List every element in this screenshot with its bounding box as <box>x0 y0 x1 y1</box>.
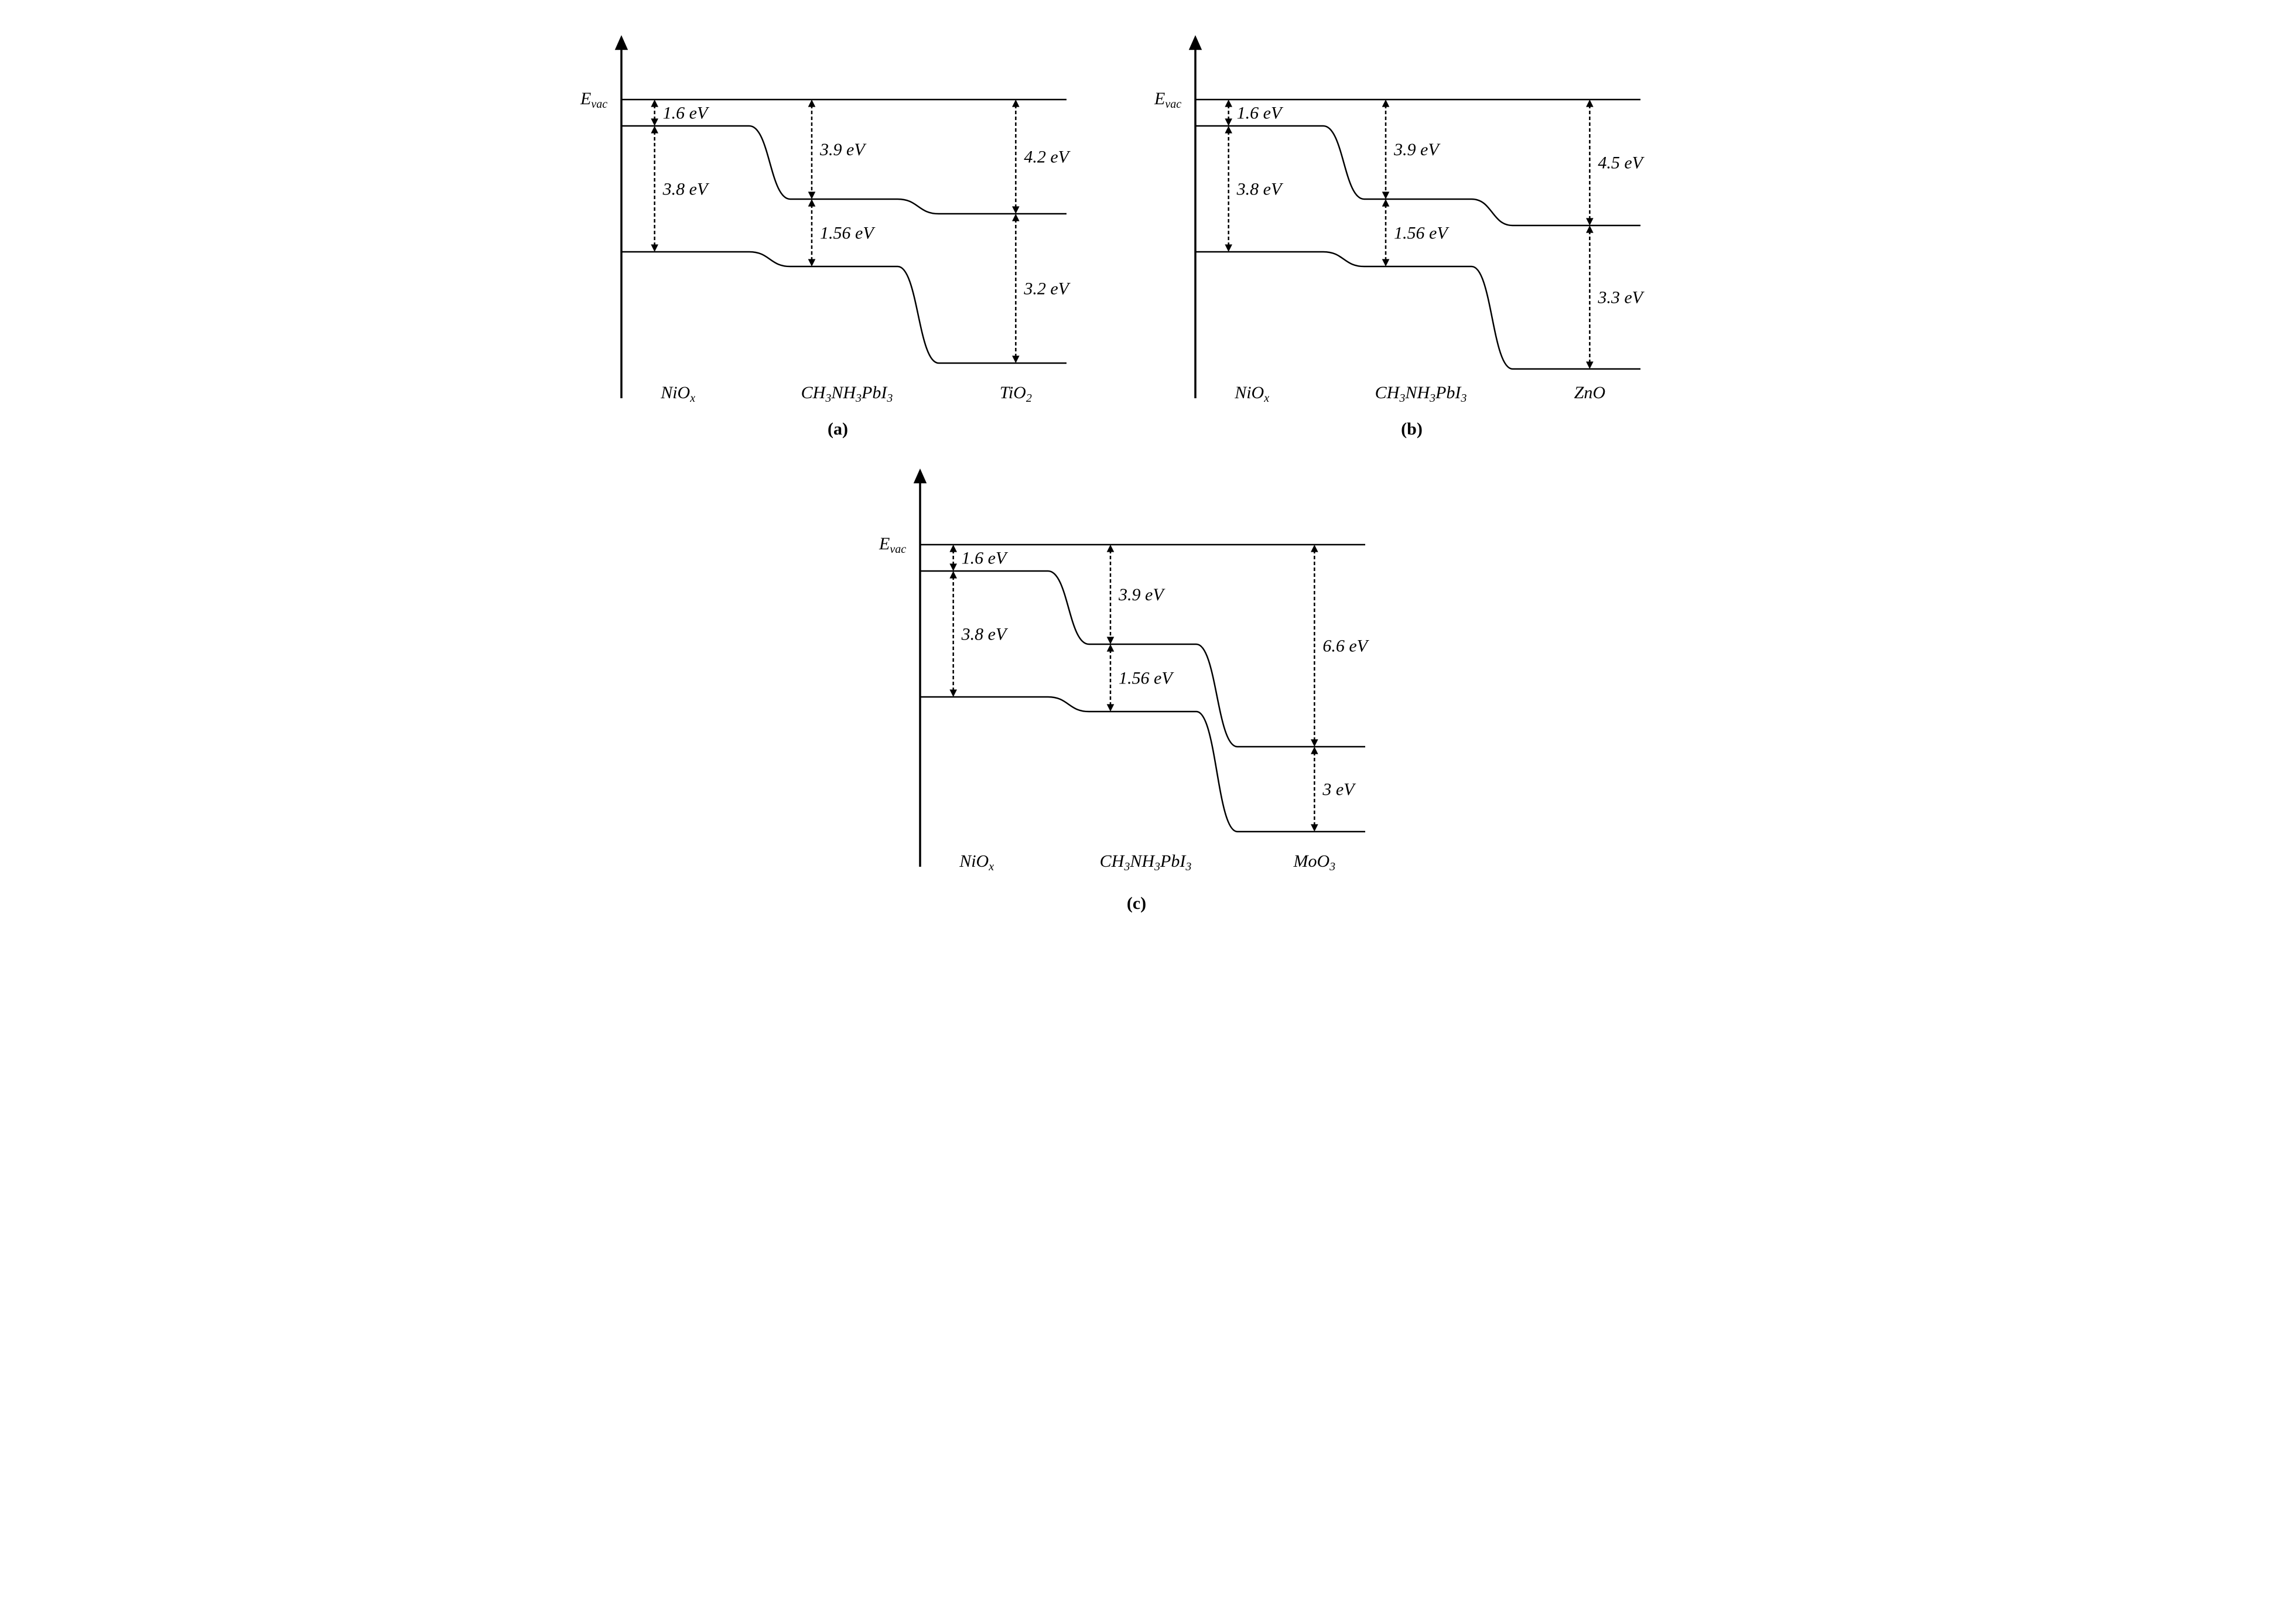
svg-text:6.6 eV: 6.6 eV <box>1322 637 1369 656</box>
panel-a-caption: (a) <box>575 419 1102 439</box>
svg-text:1.6 eV: 1.6 eV <box>662 104 709 123</box>
panel-c: Evac 1.6 eV 3.8 eV 3.9 eV 1.56 eV 6.6 eV 3 eV N… <box>873 457 1400 914</box>
svg-text:MoO3: MoO3 <box>1293 852 1335 873</box>
svg-text:CH3NH3PbI3: CH3NH3PbI3 <box>1375 383 1467 405</box>
svg-text:NiOx: NiOx <box>1234 383 1269 405</box>
svg-text:1.56 eV: 1.56 eV <box>820 224 876 243</box>
svg-text:4.2 eV: 4.2 eV <box>1024 148 1071 167</box>
panel-b-caption: (b) <box>1149 419 1676 439</box>
svg-text:1.6 eV: 1.6 eV <box>961 549 1008 568</box>
svg-text:3.8 eV: 3.8 eV <box>961 625 1008 644</box>
panel-b: Evac 1.6 eV 3.8 eV 3.9 eV 1.56 eV 4.5 eV 3.3 e… <box>1149 23 1676 439</box>
svg-text:1.56 eV: 1.56 eV <box>1119 669 1174 688</box>
figure-grid: Evac 1.6 eV 3.8 eV 3.9 eV 1.56 eV 4.2 eV 3.2 e… <box>575 23 1699 914</box>
svg-text:3.9 eV: 3.9 eV <box>819 140 867 159</box>
panel-a-svg: Evac 1.6 eV 3.8 eV 3.9 eV 1.56 eV 4.2 eV 3.2 e… <box>575 23 1102 416</box>
svg-text:3.8 eV: 3.8 eV <box>662 180 709 199</box>
svg-text:3 eV: 3 eV <box>1322 780 1356 799</box>
panel-c-svg: Evac 1.6 eV 3.8 eV 3.9 eV 1.56 eV 6.6 eV 3 eV N… <box>873 457 1400 890</box>
svg-text:Evac: Evac <box>580 89 607 111</box>
svg-text:3.3 eV: 3.3 eV <box>1597 288 1645 307</box>
svg-text:1.6 eV: 1.6 eV <box>1236 104 1283 123</box>
svg-text:3.8 eV: 3.8 eV <box>1236 180 1283 199</box>
svg-text:3.2 eV: 3.2 eV <box>1023 279 1071 299</box>
svg-text:TiO2: TiO2 <box>999 383 1031 405</box>
svg-text:Evac: Evac <box>1154 89 1181 111</box>
svg-text:CH3NH3PbI3: CH3NH3PbI3 <box>801 383 893 405</box>
svg-text:Evac: Evac <box>879 534 906 556</box>
svg-text:CH3NH3PbI3: CH3NH3PbI3 <box>1099 852 1191 873</box>
svg-text:1.56 eV: 1.56 eV <box>1394 224 1450 243</box>
panel-b-svg: Evac 1.6 eV 3.8 eV 3.9 eV 1.56 eV 4.5 eV 3.3 e… <box>1149 23 1676 416</box>
panel-a: Evac 1.6 eV 3.8 eV 3.9 eV 1.56 eV 4.2 eV 3.2 e… <box>575 23 1102 439</box>
svg-text:ZnO: ZnO <box>1574 383 1605 402</box>
panel-c-caption: (c) <box>873 894 1400 914</box>
svg-text:NiOx: NiOx <box>959 852 994 873</box>
svg-text:3.9 eV: 3.9 eV <box>1393 140 1441 159</box>
svg-text:3.9 eV: 3.9 eV <box>1118 585 1165 604</box>
svg-text:NiOx: NiOx <box>660 383 695 405</box>
svg-text:4.5 eV: 4.5 eV <box>1598 153 1645 173</box>
